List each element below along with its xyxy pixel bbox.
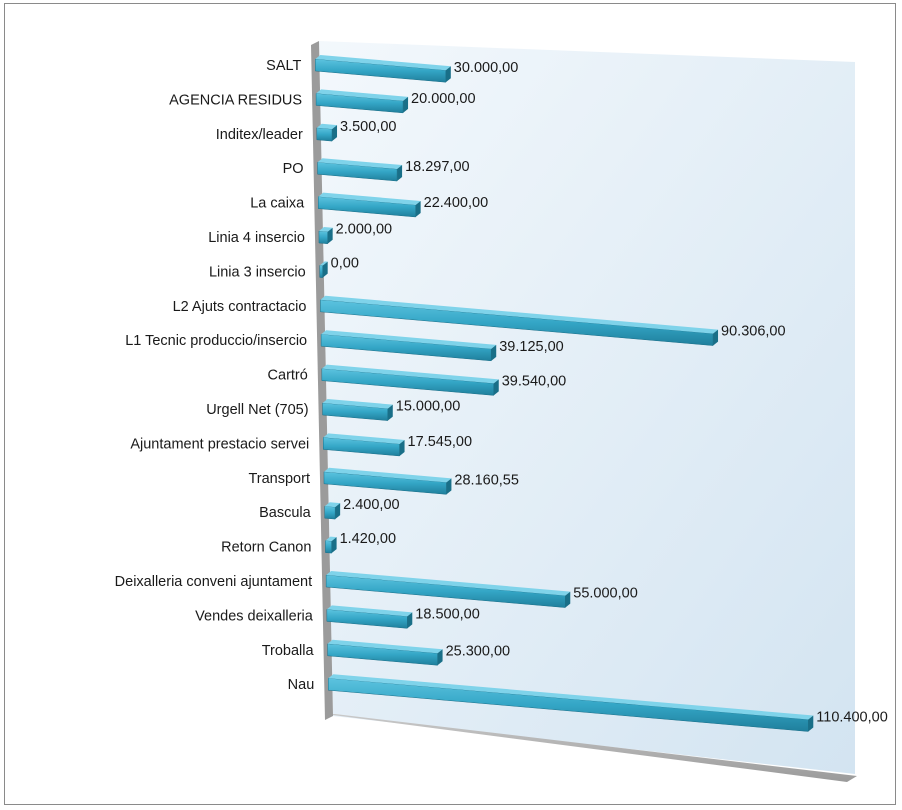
category-label: Vendes deixalleria: [195, 608, 314, 624]
value-label: 2.400,00: [343, 497, 399, 513]
floor: [325, 714, 857, 782]
value-label: 30.000,00: [454, 60, 519, 76]
bar-end: [565, 591, 571, 608]
bar-chart: SALT 30.000,00 AGENCIA RESIDUS 20.000,00 Ind…: [115, 41, 888, 782]
chart-frame: SALT 30.000,00 AGENCIA RESIDUS 20.000,00 Ind…: [4, 3, 896, 805]
category-label: La caixa: [250, 196, 305, 212]
value-label: 0,00: [331, 256, 359, 272]
value-label: 25.300,00: [446, 643, 511, 659]
bar-end: [397, 165, 403, 182]
bar-end: [335, 503, 341, 520]
bar-end: [445, 66, 451, 83]
value-label: 15.000,00: [396, 399, 461, 415]
value-label: 28.160,55: [454, 472, 519, 488]
bar: [319, 265, 323, 278]
bar-end: [322, 261, 328, 278]
value-label: 18.297,00: [405, 159, 470, 175]
category-label: Transport: [248, 471, 310, 487]
category-label: SALT: [266, 58, 301, 74]
value-label: 55.000,00: [573, 586, 638, 602]
bar-top: [317, 158, 403, 170]
bar-top: [328, 674, 814, 720]
value-label: 17.545,00: [408, 434, 473, 450]
bar-top: [319, 261, 328, 266]
bar-end: [493, 379, 499, 396]
value-label: 2.000,00: [336, 222, 392, 238]
bar-top: [326, 571, 571, 596]
bar-top: [318, 227, 333, 232]
category-label: L1 Tecnic produccio/insercio: [125, 333, 307, 349]
bar-end: [403, 96, 409, 113]
value-label: 90.306,00: [721, 324, 786, 340]
bar-end: [332, 125, 338, 142]
bar: [316, 127, 333, 142]
bar-end: [327, 227, 333, 244]
bar-top: [320, 295, 719, 334]
value-label: 39.540,00: [502, 373, 567, 389]
bar-end: [331, 537, 337, 554]
bar-top: [321, 330, 497, 349]
bar-top: [322, 399, 393, 409]
bar-top: [316, 123, 338, 130]
value-label: 22.400,00: [424, 195, 489, 211]
bar-top: [323, 433, 405, 444]
bar: [324, 505, 336, 520]
category-label: Nau: [288, 677, 315, 693]
bar-end: [437, 649, 443, 666]
bar-end: [387, 404, 393, 421]
bar-top: [327, 639, 443, 654]
value-label: 3.500,00: [340, 119, 396, 135]
bar-end: [415, 200, 421, 217]
bar-top: [326, 605, 413, 617]
bar-end: [407, 612, 413, 629]
value-label: 20.000,00: [411, 91, 476, 107]
category-label: L2 Ajuts contractacio: [173, 299, 307, 315]
category-label: Deixalleria conveni ajuntament: [115, 574, 312, 590]
bar-end: [808, 715, 814, 732]
bar-end: [491, 344, 497, 361]
category-label: Cartró: [268, 368, 308, 384]
category-label: Urgell Net (705): [206, 402, 308, 418]
value-label: 18.500,00: [415, 606, 480, 622]
bar-top: [318, 192, 421, 205]
category-label: Troballa: [262, 643, 315, 659]
bar-top: [321, 364, 499, 384]
value-label: 1.420,00: [340, 531, 396, 547]
bar-top: [325, 536, 337, 542]
category-label: Ajuntament prestacio servei: [130, 436, 309, 452]
chart-walls: [311, 41, 857, 782]
category-label: Linia 4 insercio: [208, 230, 305, 246]
bar-top: [315, 55, 451, 71]
category-label: Inditex/leader: [216, 127, 303, 143]
bar-end: [713, 329, 719, 346]
chart-bars: [315, 55, 814, 732]
bar-top: [324, 502, 341, 508]
bar-end: [399, 439, 405, 456]
category-label: Linia 3 insercio: [209, 264, 306, 280]
category-label: AGENCIA RESIDUS: [169, 92, 302, 108]
category-label: PO: [283, 161, 304, 177]
bar-end: [446, 478, 452, 495]
category-label: Bascula: [259, 505, 312, 521]
bar-top: [323, 467, 452, 483]
value-label: 39.125,00: [499, 339, 564, 355]
category-label: Retorn Canon: [221, 540, 311, 556]
bar: [325, 540, 332, 554]
bar: [318, 230, 328, 245]
bar-top: [316, 89, 409, 101]
value-label: 110.400,00: [816, 709, 888, 725]
chart-labels: SALT 30.000,00 AGENCIA RESIDUS 20.000,00 Ind…: [115, 58, 888, 725]
